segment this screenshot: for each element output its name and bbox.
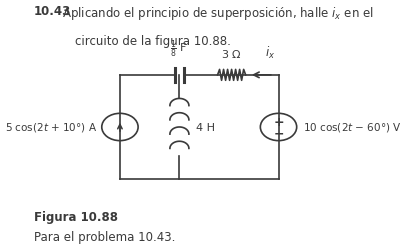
- Text: −: −: [273, 127, 283, 140]
- Text: 4 H: 4 H: [196, 122, 214, 132]
- Text: $\frac{1}{8}$ F: $\frac{1}{8}$ F: [170, 38, 187, 60]
- Text: 5 cos(2$t$ + 10°) A: 5 cos(2$t$ + 10°) A: [5, 121, 96, 134]
- Text: +: +: [273, 115, 283, 128]
- Text: $i_x$: $i_x$: [264, 45, 275, 61]
- Text: Figura 10.88: Figura 10.88: [34, 210, 118, 223]
- Text: Para el problema 10.43.: Para el problema 10.43.: [34, 230, 175, 243]
- Text: 10.43: 10.43: [34, 5, 71, 18]
- Text: 10 cos(2$t$ − 60°) V: 10 cos(2$t$ − 60°) V: [303, 121, 401, 134]
- Text: 3 $\Omega$: 3 $\Omega$: [221, 48, 241, 60]
- Text: circuito de la figura 10.88.: circuito de la figura 10.88.: [75, 35, 230, 48]
- Text: Aplicando el principio de superposición, halle $i_x$ en el: Aplicando el principio de superposición,…: [62, 5, 373, 22]
